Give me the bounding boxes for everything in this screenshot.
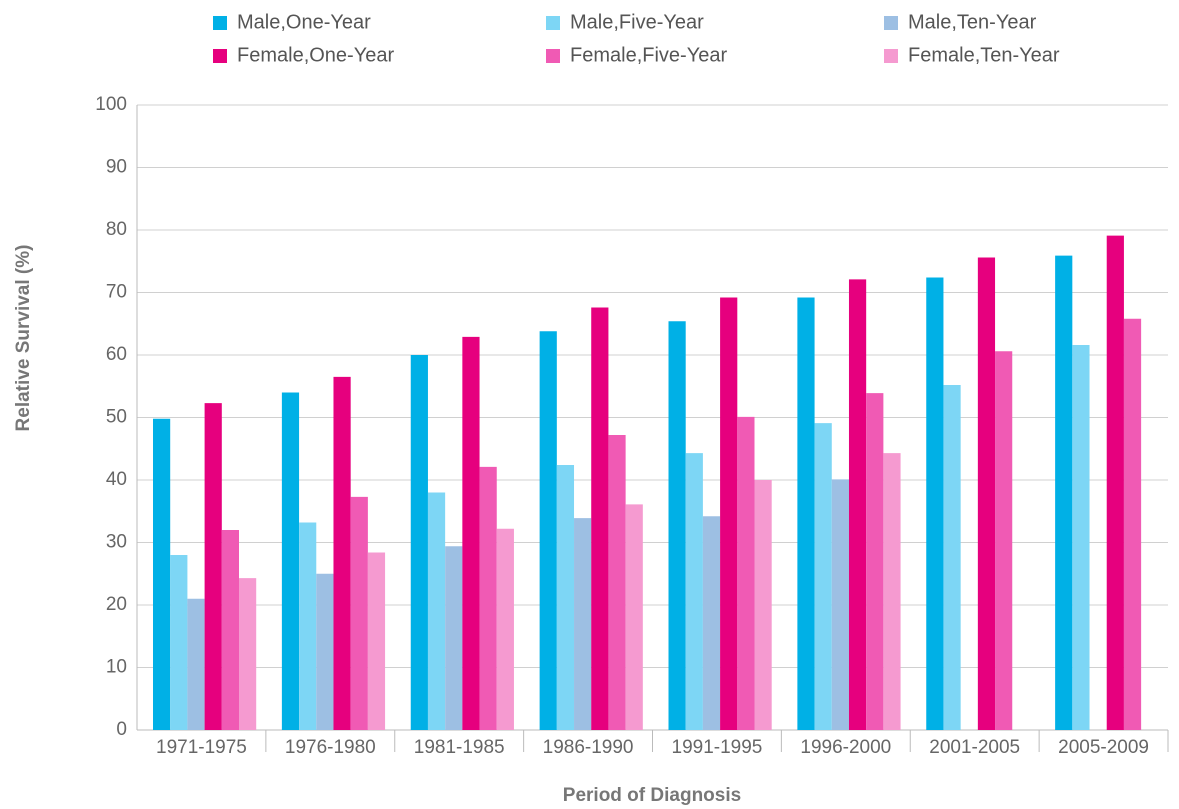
legend-swatch [884,49,898,63]
bar [445,546,463,730]
y-tick-label: 40 [106,469,127,490]
bar [977,257,996,730]
bar [239,578,257,730]
y-tick-label: 60 [106,344,127,365]
bar [702,516,721,730]
y-tick-label: 0 [116,719,127,740]
bar [608,435,626,730]
bar [926,277,944,730]
bar [187,598,205,730]
bar [496,528,514,730]
bar [831,479,849,730]
bar [479,466,497,730]
bar [204,403,222,730]
bar [333,376,351,730]
bar [1123,318,1142,730]
bar [685,453,703,730]
bar [350,496,368,730]
bar [720,297,738,730]
bar [170,555,188,730]
x-tick-label: 1971-1975 [156,737,247,758]
legend-swatch [884,16,898,30]
bar [848,279,867,730]
x-tick-label: 1996-2000 [800,737,891,758]
y-tick-label: 100 [95,94,127,115]
bar [427,492,446,730]
legend-label: Male,Five-Year [570,11,704,33]
bar [883,453,901,730]
x-axis-title: Period of Diagnosis [563,785,741,806]
x-tick-label: 1976-1980 [285,737,376,758]
bar [299,522,317,730]
y-tick-label: 30 [106,532,127,553]
bar [866,393,884,730]
legend-swatch [213,16,227,30]
x-tick-label: 1991-1995 [672,737,763,758]
bar [410,355,428,730]
y-tick-label: 10 [106,657,127,678]
bar [995,351,1013,730]
legend-label: Male,One-Year [237,11,371,33]
legend-label: Female,One-Year [237,44,394,66]
legend-swatch [213,49,227,63]
bar [539,331,557,730]
bar [737,416,755,730]
bar [221,530,239,730]
y-tick-label: 90 [106,157,127,178]
bar [668,321,686,730]
y-tick-label: 20 [106,594,127,615]
y-tick-label: 70 [106,282,127,303]
bar [943,385,961,730]
x-tick-label: 1981-1985 [414,737,505,758]
bar [153,418,171,730]
bar [625,504,643,730]
x-tick-label: 2005-2009 [1058,737,1149,758]
bar [281,392,300,730]
bar [1106,235,1124,730]
bar [591,307,609,730]
legend-label: Female,Five-Year [570,44,727,66]
y-axis-title: Relative Survival (%) [13,245,34,432]
bar [797,297,815,730]
legend-label: Female,Ten-Year [908,44,1060,66]
x-tick-label: 2001-2005 [929,737,1020,758]
bar [316,573,334,730]
x-tick-label: 1986-1990 [543,737,634,758]
bar [814,423,832,730]
bar [574,518,592,730]
bar [1055,255,1073,730]
legend-swatch [546,16,560,30]
bar [754,480,772,730]
y-tick-label: 80 [106,219,127,240]
bar [556,465,575,730]
legend-swatch [546,49,560,63]
bar [1072,345,1090,730]
legend-label: Male,Ten-Year [908,11,1037,33]
bar [367,552,386,730]
y-tick-label: 50 [106,407,127,428]
bar [462,336,480,730]
